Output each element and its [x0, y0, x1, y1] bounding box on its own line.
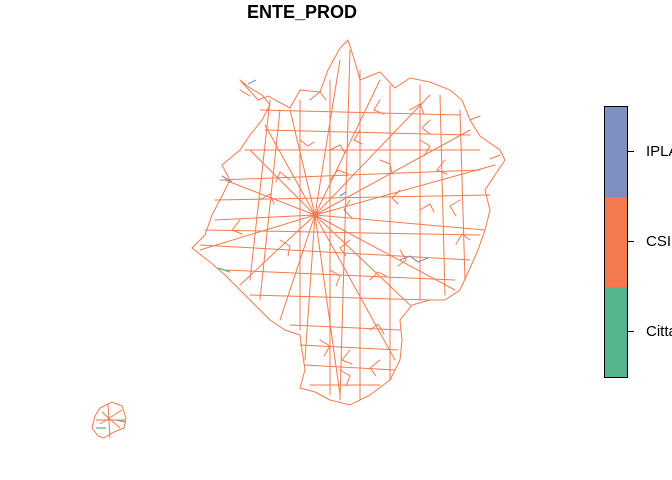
- legend-label-csi: CSI: [646, 233, 672, 250]
- network-radials: [199, 59, 496, 396]
- csi-road-network: [191, 39, 506, 406]
- legend-colorbar: [604, 106, 628, 378]
- legend-label-ipla: IPLA: [646, 143, 672, 160]
- network-secondary: [199, 49, 491, 401]
- legend-label-citta: Citta: [646, 323, 672, 340]
- ipla-segment: [221, 175, 233, 183]
- ipla-segment: [339, 191, 347, 197]
- small-cluster: [91, 401, 127, 439]
- road-network-map: [91, 39, 506, 439]
- network-outline: [191, 39, 506, 406]
- network-branches: [231, 89, 501, 387]
- legend-band-citta: [605, 287, 627, 377]
- map-title: ENTE_PROD: [246, 2, 358, 22]
- ipla-segments: [221, 79, 429, 263]
- legend-band-ipla: [605, 107, 627, 197]
- cluster-outline: [91, 401, 127, 439]
- legend-tick-ipla: [628, 151, 634, 152]
- legend-tick-citta: [628, 331, 634, 332]
- legend-tick-csi: [628, 241, 634, 242]
- ipla-segment: [399, 255, 429, 263]
- citta-segment: [217, 267, 231, 273]
- ipla-segment: [247, 79, 257, 85]
- legend-band-csi: [605, 197, 627, 287]
